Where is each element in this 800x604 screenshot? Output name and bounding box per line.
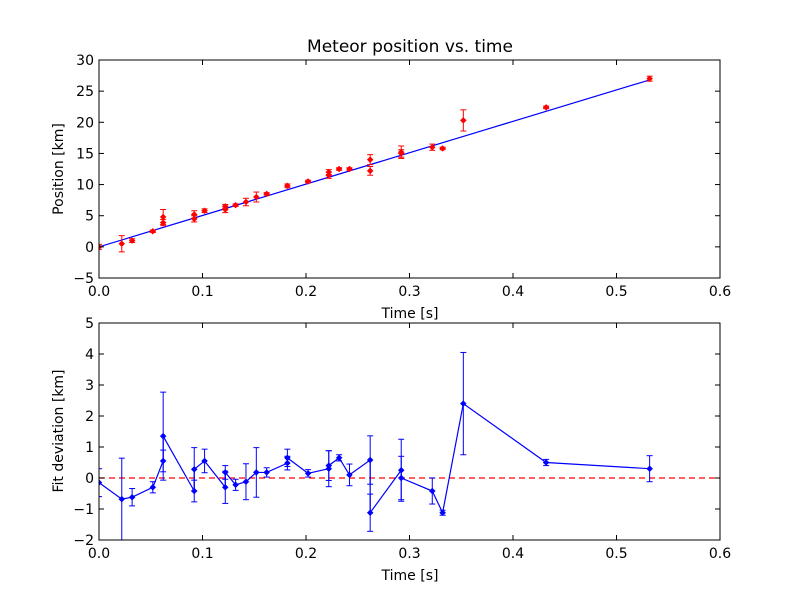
position-data-point — [366, 156, 374, 164]
deviation-data-point — [221, 469, 229, 476]
deviation-y-tick-label: −2 — [73, 533, 94, 549]
deviation-data-point — [201, 457, 208, 465]
position-data-point — [201, 207, 208, 215]
position-data-point — [252, 193, 260, 201]
deviation-y-tick-label: 5 — [85, 316, 94, 332]
chart-title: Meteor position vs. time — [307, 37, 513, 57]
deviation-data-point — [221, 483, 229, 491]
deviation-x-axis-label: Time [s] — [381, 568, 439, 584]
position-data-point — [284, 182, 291, 190]
position-plot-area — [99, 75, 653, 253]
position-data-point — [542, 103, 550, 111]
position-data-point — [221, 203, 229, 210]
deviation-x-tick-label: 0.2 — [295, 546, 317, 562]
position-ticks: 0.0 0.1 0.2 0.3 0.4 0.5 0.6 −5 0 5 10 15 20 25 30 — [73, 53, 731, 300]
deviation-data-point — [159, 432, 167, 440]
deviation-data-point — [335, 454, 343, 462]
deviation-data-point — [439, 509, 446, 517]
deviation-data-point — [242, 478, 250, 486]
deviation-x-tick-label: 0.4 — [502, 546, 524, 562]
deviation-y-tick-label: 2 — [85, 409, 94, 425]
deviation-x-tick-label: 0.6 — [709, 546, 731, 562]
deviation-data-point — [346, 471, 353, 479]
position-x-tick-label: 0.1 — [191, 284, 213, 300]
deviation-data-point — [128, 493, 136, 501]
position-axes-frame — [98, 59, 721, 279]
position-data-point — [149, 227, 157, 235]
deviation-data-point — [366, 509, 374, 517]
deviation-data-point — [232, 481, 239, 489]
deviation-chart: 0.0 0.1 0.2 0.3 0.4 0.5 0.6 −2 −1 0 1 2 3 4 5 Time [s]… — [51, 316, 731, 584]
position-data-point — [346, 165, 353, 173]
deviation-x-tick-label: 0.5 — [605, 546, 627, 562]
fit-line — [99, 79, 650, 248]
deviation-data-point — [459, 400, 467, 407]
position-data-point — [397, 148, 405, 156]
deviation-data-point — [99, 479, 103, 487]
position-data-point — [366, 167, 374, 175]
deviation-ticks: 0.0 0.1 0.2 0.3 0.4 0.5 0.6 −2 −1 0 1 2 3 4 5 — [73, 316, 731, 562]
deviation-data-point — [252, 469, 260, 476]
deviation-y-tick-label: 4 — [85, 347, 94, 363]
deviation-data-point — [366, 456, 374, 464]
position-data-point — [459, 117, 467, 124]
deviation-data-point — [118, 495, 126, 503]
deviation-x-tick-label: 0.0 — [88, 546, 110, 562]
deviation-data-point — [325, 462, 333, 469]
position-data-point — [439, 145, 446, 152]
position-y-tick-label: 0 — [85, 240, 94, 256]
deviation-data-point — [428, 487, 436, 495]
deviation-y-axis-label: Fit deviation [km] — [51, 369, 67, 492]
position-y-axis-label: Position [km] — [51, 123, 67, 215]
position-data-point — [325, 168, 333, 176]
position-y-tick-label: 20 — [76, 115, 94, 131]
position-x-axis-label: Time [s] — [381, 306, 439, 322]
deviation-y-tick-label: 0 — [85, 471, 94, 487]
deviation-data-point — [646, 465, 653, 473]
position-data-point — [428, 143, 436, 151]
position-x-tick-label: 0.2 — [295, 284, 317, 300]
position-data-point — [159, 213, 167, 221]
deviation-axes-frame — [98, 322, 721, 541]
position-x-tick-label: 0.4 — [502, 284, 524, 300]
deviation-data-point — [542, 459, 550, 466]
deviation-x-tick-label: 0.1 — [191, 546, 213, 562]
deviation-data-point — [190, 465, 198, 473]
deviation-data-point — [397, 474, 405, 482]
position-data-point — [304, 178, 312, 185]
deviation-series-line — [99, 402, 650, 515]
position-data-point — [128, 237, 136, 244]
position-y-tick-label: 25 — [76, 84, 94, 100]
position-y-tick-label: 15 — [76, 146, 94, 162]
deviation-data-point — [149, 483, 157, 491]
deviation-y-tick-label: 1 — [85, 440, 94, 456]
deviation-data-point — [284, 454, 291, 462]
deviation-data-point — [304, 469, 312, 477]
position-chart: Meteor position vs. time 0.0 0.1 0.2 0.3 0.4… — [51, 37, 731, 322]
position-y-tick-label: 5 — [85, 209, 94, 225]
position-x-tick-label: 0.3 — [398, 284, 420, 300]
deviation-y-tick-label: 3 — [85, 378, 94, 394]
deviation-data-point — [263, 469, 271, 476]
position-data-point — [646, 75, 653, 83]
position-data-point — [335, 165, 343, 173]
deviation-plot-area — [99, 351, 720, 540]
position-data-point — [118, 240, 126, 248]
position-data-point — [190, 211, 198, 218]
position-data-point — [263, 190, 271, 198]
deviation-x-tick-label: 0.3 — [398, 546, 420, 562]
position-y-tick-label: −5 — [73, 271, 94, 287]
position-x-tick-label: 0.5 — [605, 284, 627, 300]
position-x-tick-label: 0.0 — [88, 284, 110, 300]
position-y-tick-label: 30 — [76, 53, 94, 69]
position-x-tick-label: 0.6 — [709, 284, 731, 300]
position-data-point — [232, 201, 239, 209]
position-y-tick-label: 10 — [76, 178, 94, 194]
position-data-point — [242, 198, 250, 206]
deviation-y-tick-label: −1 — [73, 502, 94, 518]
